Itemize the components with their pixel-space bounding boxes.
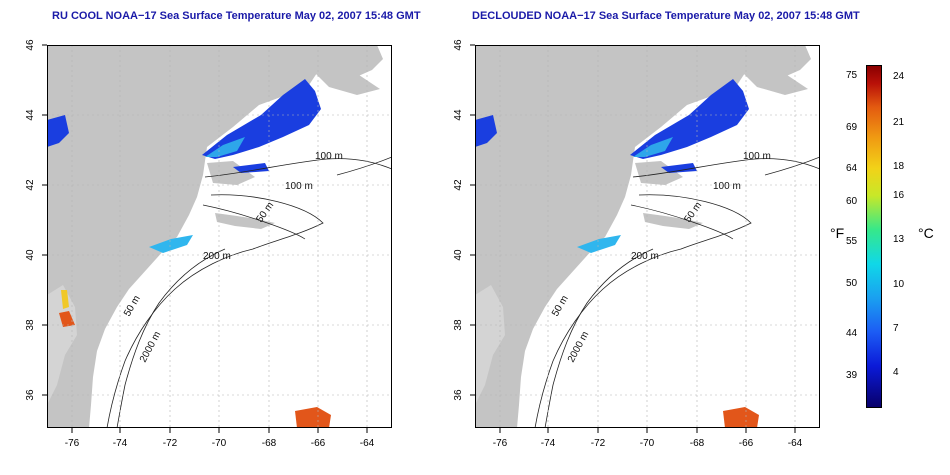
temperature-colorbar [866,65,882,408]
colorbar-celsius-tick: 21 [893,117,905,128]
sst-patch-west [47,115,69,147]
colorbar-celsius-tick: 4 [893,367,899,378]
lon-tick-label: -74 [113,438,128,449]
sst-patch-georges [661,163,697,173]
sst-patch-gulf-stream [295,407,331,428]
lon-tick-label: -76 [493,438,508,449]
lon-tick-label: -64 [360,438,375,449]
map-frame [47,45,392,428]
lon-tick-label: -70 [640,438,655,449]
colorbar-fahrenheit-tick: 44 [846,328,858,339]
land-long-island [215,213,275,229]
sst-patch-west [475,115,497,147]
colorbar-celsius-tick: 7 [893,323,899,334]
sst-patch-georges [233,163,269,173]
sst-patch-warm-coast [61,290,69,309]
sst-patch-nj [149,235,193,253]
colorbar-fahrenheit-tick: 50 [846,278,858,289]
colorbar-celsius-tick: 13 [893,234,905,245]
lon-tick-label: -76 [65,438,80,449]
lat-tick-label: 42 [25,179,36,191]
lat-tick-label: 46 [25,39,36,51]
map-title-left: RU COOL NOAA−17 Sea Surface Temperature … [52,10,421,22]
lon-tick-label: -72 [591,438,606,449]
sst-patch-nj [577,235,621,253]
contour-label-200m: 200 m [203,251,231,262]
contour-label-100m: 100 m [315,151,343,162]
sst-patch-gulf-maine-edge [633,137,673,157]
lat-tick-label: 36 [453,389,464,401]
lon-tick-label: -74 [541,438,556,449]
lon-tick-label: -70 [212,438,227,449]
colorbar-celsius-tick: 16 [893,190,905,201]
land-long-island [643,213,703,229]
lat-tick-label: 40 [453,249,464,261]
lat-tick-label: 46 [453,39,464,51]
sst-map-left: 100 m 100 m 50 m 50 m 200 m 2000 m [47,45,392,428]
sst-patch-warm-bay [59,311,75,327]
lon-tick-label: -72 [163,438,178,449]
lat-tick-label: 44 [453,109,464,121]
contour-label-100m-b: 100 m [285,181,313,192]
sst-patch-gulf-maine [202,79,321,159]
lat-tick-label: 36 [25,389,36,401]
contour-label-200m: 200 m [631,251,659,262]
contour-label-100m: 100 m [743,151,771,162]
lon-tick-label: -64 [788,438,803,449]
colorbar-celsius-tick: 18 [893,161,905,172]
lon-tick-label: -66 [739,438,754,449]
lat-tick-label: 40 [25,249,36,261]
sst-map-panel-right: 100 m 100 m 50 m 50 m 200 m 2000 m [475,45,820,428]
lon-tick-label: -68 [262,438,277,449]
graticule [475,45,820,428]
colorbar-fahrenheit-tick: 75 [846,70,858,81]
colorbar-fahrenheit-tick: 69 [846,122,858,133]
fahrenheit-unit-label: °F [830,225,845,241]
graticule [47,45,392,428]
map-frame [475,45,820,428]
land-nova-scotia [743,71,808,95]
contour-label-100m-b: 100 m [713,181,741,192]
colorbar-fahrenheit-tick: 55 [846,236,858,247]
land-chesapeake [475,285,505,405]
celsius-unit-label: °C [918,225,934,241]
land-nova-scotia [315,71,380,95]
sst-patch-gulf-maine [630,79,749,159]
colorbar-celsius-tick: 10 [893,279,905,290]
lat-tick-label: 44 [25,109,36,121]
sst-patch-gulf-stream [723,407,759,428]
map-title-right: DECLOUDED NOAA−17 Sea Surface Temperatur… [472,10,860,22]
colorbar-fahrenheit-tick: 64 [846,163,858,174]
sst-map-right: 100 m 100 m 50 m 50 m 200 m 2000 m [475,45,820,428]
lon-tick-label: -66 [311,438,326,449]
colorbar-fahrenheit-tick: 60 [846,196,858,207]
colorbar-fahrenheit-tick: 39 [846,370,858,381]
land-mainland [475,45,811,428]
sst-map-panel-left: 100 m 100 m 50 m 50 m 200 m 2000 m [47,45,392,428]
lat-tick-label: 42 [453,179,464,191]
lat-tick-label: 38 [25,319,36,331]
colorbar-celsius-tick: 24 [893,71,905,82]
lon-tick-label: -68 [690,438,705,449]
land-mainland [47,45,383,428]
sst-patch-gulf-maine-edge [205,137,245,157]
lat-tick-label: 38 [453,319,464,331]
